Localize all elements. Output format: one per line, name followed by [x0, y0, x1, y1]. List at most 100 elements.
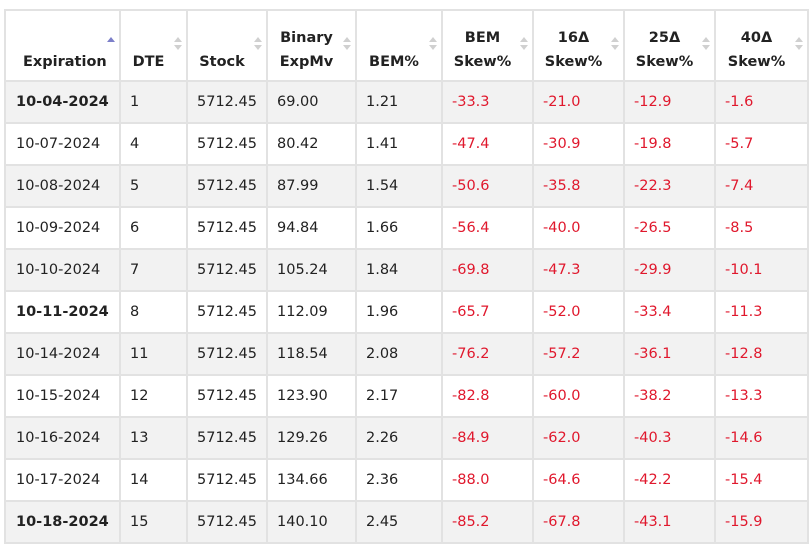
header-binary-expmv-label: ExpMv — [279, 54, 334, 70]
header-dte[interactable]: DTE — [119, 9, 188, 82]
binary-expmv-cell: 112.09 — [266, 290, 357, 334]
sort-icon[interactable] — [795, 37, 803, 53]
bem-pct-cell: 1.96 — [355, 290, 443, 334]
skew16-cell: -52.0 — [532, 290, 625, 334]
skew16-cell: -40.0 — [532, 206, 625, 250]
skew25-cell: -40.3 — [623, 416, 716, 460]
header-binary-expmv[interactable]: Binary ExpMv — [266, 9, 357, 82]
dte-cell: 8 — [119, 290, 188, 334]
bem-pct-cell: 2.26 — [355, 416, 443, 460]
table-row: 10-18-2024 15 5712.45 140.10 2.45 -85.2 -67.8-… — [4, 500, 809, 544]
skew16-cell: -47.3 — [532, 248, 625, 292]
header-16d-skew[interactable]: 16Δ Skew% — [532, 9, 625, 82]
dte-cell: 7 — [119, 248, 188, 292]
skew40-cell: -15.4 — [714, 458, 809, 502]
stock-cell: 5712.45 — [186, 500, 268, 544]
expiration-cell: 10-18-2024 — [4, 500, 121, 544]
stock-cell: 5712.45 — [186, 164, 268, 208]
stock-cell: 5712.45 — [186, 374, 268, 418]
header-25d-skew[interactable]: 25Δ Skew% — [623, 9, 716, 82]
bem-pct-cell: 1.21 — [355, 80, 443, 124]
expiration-cell: 10-04-2024 — [4, 80, 121, 124]
dte-cell: 13 — [119, 416, 188, 460]
skew25-cell: -36.1 — [623, 332, 716, 376]
header-16d-skew-label: Skew% — [544, 54, 603, 70]
table-row: 10-16-2024 13 5712.45 129.26 2.26 -84.9 -62.0-… — [4, 416, 809, 460]
stock-cell: 5712.45 — [186, 80, 268, 124]
dte-cell: 5 — [119, 164, 188, 208]
sort-icon[interactable] — [611, 37, 619, 53]
dte-cell: 6 — [119, 206, 188, 250]
stock-cell: 5712.45 — [186, 122, 268, 166]
bem-pct-cell: 2.45 — [355, 500, 443, 544]
bem-skew-cell: -85.2 — [441, 500, 534, 544]
binary-expmv-cell: 118.54 — [266, 332, 357, 376]
sort-icon[interactable] — [429, 37, 437, 53]
header-dte-label: DTE — [132, 54, 165, 70]
expiration-table: Expiration DTE Stock Binary ExpMv BEM% BEM Skew… — [4, 9, 809, 544]
expiration-cell: 10-07-2024 — [4, 122, 121, 166]
skew40-cell: -13.3 — [714, 374, 809, 418]
skew25-cell: -19.8 — [623, 122, 716, 166]
stock-cell: 5712.45 — [186, 332, 268, 376]
bem-pct-cell: 1.54 — [355, 164, 443, 208]
skew16-cell: -57.2 — [532, 332, 625, 376]
table-row: 10-04-2024 1 5712.45 69.00 1.21 -33.3 -21.0 -12… — [4, 80, 809, 124]
skew25-cell: -42.2 — [623, 458, 716, 502]
expiration-cell: 10-08-2024 — [4, 164, 121, 208]
sort-ascending-icon[interactable] — [107, 37, 115, 53]
skew25-cell: -29.9 — [623, 248, 716, 292]
header-binary-expmv-label: Binary — [280, 30, 333, 46]
table-row: 10-11-2024 8 5712.45 112.09 1.96 -65.7 -52.0 -3… — [4, 290, 809, 334]
table-row: 10-10-2024 7 5712.45 105.24 1.84 -69.8 -47.3 -2… — [4, 248, 809, 292]
header-bem-skew[interactable]: BEM Skew% — [441, 9, 534, 82]
sort-icon[interactable] — [702, 37, 710, 53]
bem-skew-cell: -50.6 — [441, 164, 534, 208]
sort-icon[interactable] — [520, 37, 528, 53]
bem-pct-cell: 2.36 — [355, 458, 443, 502]
skew40-cell: -12.8 — [714, 332, 809, 376]
header-40d-skew-label: Skew% — [727, 54, 786, 70]
bem-skew-cell: -33.3 — [441, 80, 534, 124]
header-expiration-label: Expiration — [23, 54, 107, 70]
header-bem-pct[interactable]: BEM% — [355, 9, 443, 82]
stock-cell: 5712.45 — [186, 290, 268, 334]
dte-cell: 4 — [119, 122, 188, 166]
table-row: 10-09-2024 6 5712.45 94.84 1.66 -56.4 -40.0 -26… — [4, 206, 809, 250]
binary-expmv-cell: 129.26 — [266, 416, 357, 460]
skew40-cell: -1.6 — [714, 80, 809, 124]
skew40-cell: -7.4 — [714, 164, 809, 208]
header-bem-pct-label: BEM% — [369, 54, 419, 70]
binary-expmv-cell: 69.00 — [266, 80, 357, 124]
header-stock[interactable]: Stock — [186, 9, 268, 82]
binary-expmv-cell: 140.10 — [266, 500, 357, 544]
header-40d-skew[interactable]: 40Δ Skew% — [714, 9, 809, 82]
header-stock-label: Stock — [199, 54, 245, 70]
binary-expmv-cell: 123.90 — [266, 374, 357, 418]
stock-cell: 5712.45 — [186, 206, 268, 250]
table-row: 10-15-2024 12 5712.45 123.90 2.17 -82.8 -60.0-… — [4, 374, 809, 418]
skew16-cell: -21.0 — [532, 80, 625, 124]
bem-pct-cell: 2.08 — [355, 332, 443, 376]
skew16-cell: -60.0 — [532, 374, 625, 418]
binary-expmv-cell: 134.66 — [266, 458, 357, 502]
stock-cell: 5712.45 — [186, 416, 268, 460]
bem-skew-cell: -76.2 — [441, 332, 534, 376]
header-expiration[interactable]: Expiration — [4, 9, 121, 82]
table-row: 10-17-2024 14 5712.45 134.66 2.36 -88.0 -64.6-… — [4, 458, 809, 502]
sort-icon[interactable] — [343, 37, 351, 53]
header-25d-skew-label: Skew% — [635, 54, 694, 70]
table-row: 10-07-2024 4 5712.45 80.42 1.41 -47.4 -30.9 -19… — [4, 122, 809, 166]
skew16-cell: -64.6 — [532, 458, 625, 502]
dte-cell: 1 — [119, 80, 188, 124]
header-16d-skew-label: 16Δ — [557, 30, 590, 46]
sort-icon[interactable] — [174, 37, 182, 53]
bem-pct-cell: 1.84 — [355, 248, 443, 292]
bem-skew-cell: -82.8 — [441, 374, 534, 418]
skew40-cell: -11.3 — [714, 290, 809, 334]
bem-skew-cell: -84.9 — [441, 416, 534, 460]
skew40-cell: -8.5 — [714, 206, 809, 250]
binary-expmv-cell: 80.42 — [266, 122, 357, 166]
skew25-cell: -38.2 — [623, 374, 716, 418]
sort-icon[interactable] — [254, 37, 262, 53]
